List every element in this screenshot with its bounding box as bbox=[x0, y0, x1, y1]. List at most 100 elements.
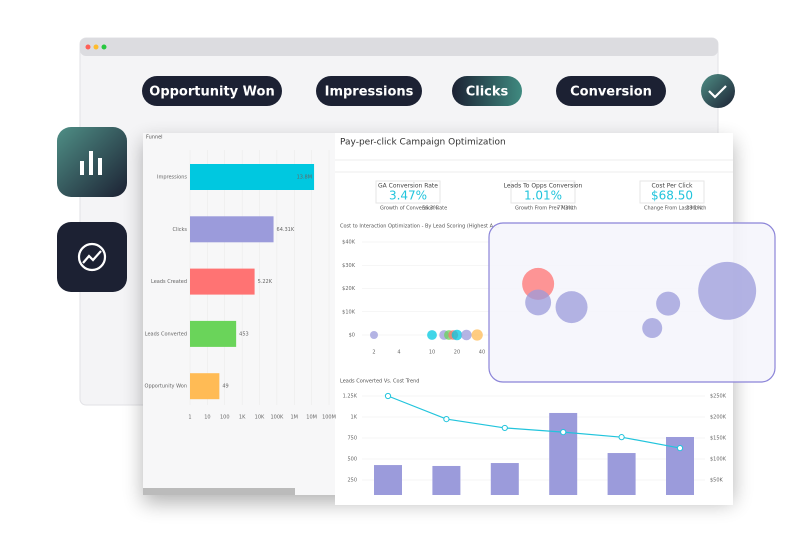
y-tick-label: 1.25K bbox=[343, 394, 358, 400]
bubble bbox=[642, 318, 663, 339]
funnel-bar bbox=[190, 216, 274, 243]
kpi-note: Growth From Prev Month bbox=[515, 206, 577, 212]
x-tick-label: 10 bbox=[204, 415, 210, 421]
bubble bbox=[698, 261, 757, 320]
category-label: Clicks bbox=[172, 227, 187, 233]
kpi-value: 1.01% bbox=[524, 189, 562, 203]
bubble bbox=[471, 329, 483, 341]
funnel-bar bbox=[190, 164, 315, 190]
value-label: 64.31K bbox=[277, 227, 295, 233]
pill-bg bbox=[142, 76, 282, 106]
y2-tick-label: $100K bbox=[710, 457, 727, 463]
y2-tick-label: $150K bbox=[710, 436, 727, 442]
bubble bbox=[522, 267, 555, 300]
y2-tick-label: $50K bbox=[710, 478, 724, 484]
tab-pill[interactable]: Impressions bbox=[316, 76, 422, 106]
kpi-note-value: 56.3% bbox=[422, 206, 438, 212]
bubble bbox=[461, 329, 472, 341]
kpi-card bbox=[375, 180, 441, 204]
x-tick-label: 1 bbox=[188, 415, 191, 421]
kpi-note: Growth of Conversion Rate bbox=[380, 206, 447, 212]
kpi-label: Cost Per Click bbox=[651, 183, 693, 190]
pill-bg bbox=[452, 76, 522, 106]
funnel-bar bbox=[190, 373, 220, 400]
x-tick-label: 100M bbox=[322, 415, 336, 421]
bubble bbox=[656, 291, 681, 316]
category-label: Impressions bbox=[157, 175, 187, 181]
kpi-value: 3.47% bbox=[389, 189, 427, 203]
y-tick-label: $30K bbox=[342, 263, 356, 269]
kpi-card bbox=[510, 180, 576, 204]
y-tick-label: 250 bbox=[347, 478, 357, 484]
chart-title: Cost to Interaction Optimization - By Le… bbox=[340, 224, 500, 230]
panel-bottom bbox=[335, 495, 733, 505]
bar bbox=[549, 412, 578, 501]
kpi-label: Leads To Opps Conversion bbox=[504, 183, 583, 190]
line-point bbox=[618, 434, 625, 441]
check-button[interactable] bbox=[701, 74, 735, 108]
line-point bbox=[384, 392, 392, 400]
bubble bbox=[369, 331, 378, 339]
chart-title: Leads Converted Vs. Cost Trend bbox=[340, 379, 419, 385]
value-label: 453 bbox=[239, 331, 249, 337]
y-tick-label: 1K bbox=[351, 415, 358, 421]
bubble bbox=[555, 291, 588, 324]
kpi-card bbox=[639, 180, 705, 204]
bubble bbox=[525, 289, 552, 316]
panel-title: Pay-per-click Campaign Optimization bbox=[340, 138, 506, 148]
trend-icon-tile[interactable] bbox=[57, 222, 127, 292]
tab-bar: Opportunity Won Impressions Clicks Conversi… bbox=[142, 76, 666, 106]
pill-bg bbox=[556, 76, 666, 106]
y-tick-label: $0 bbox=[349, 333, 355, 339]
tab-pill[interactable]: Conversion bbox=[556, 76, 666, 106]
chart-icon-tile[interactable] bbox=[57, 127, 127, 197]
y-tick-label: 750 bbox=[347, 436, 357, 442]
value-label: 49 bbox=[222, 384, 228, 390]
tab-pill[interactable]: Clicks bbox=[452, 76, 522, 106]
funnel-bar bbox=[190, 268, 255, 295]
x-tick-label: 100 bbox=[220, 415, 230, 421]
kpi-value: $68.50 bbox=[651, 189, 693, 203]
line bbox=[387, 395, 681, 449]
y-tick-label: 500 bbox=[347, 457, 357, 463]
y-tick-label: $20K bbox=[342, 286, 356, 292]
charts: Funnel 1 10 100 1K 10K 100K 1M 10M 100M Impression… bbox=[145, 135, 776, 505]
x-tick-label: 10M bbox=[306, 415, 317, 421]
line-point bbox=[443, 416, 450, 423]
kpi-note-value: 77.3% bbox=[557, 206, 573, 212]
line-point bbox=[560, 429, 567, 436]
line-point bbox=[501, 424, 508, 432]
kpi-note: Change From Last Month bbox=[644, 206, 706, 212]
pill-bg bbox=[316, 76, 422, 106]
category-label: Leads Created bbox=[151, 279, 187, 285]
x-tick-label: 100K bbox=[270, 415, 284, 421]
x-tick-label: 1K bbox=[239, 415, 246, 421]
tab-pill[interactable]: Opportunity Won bbox=[142, 76, 282, 106]
line-point bbox=[676, 444, 684, 452]
chart-title: Funnel bbox=[146, 135, 163, 141]
bar bbox=[490, 463, 519, 501]
pill-label: Conversion bbox=[570, 85, 652, 100]
category-label: Leads Converted bbox=[145, 331, 187, 337]
value-label: 13.8M bbox=[297, 175, 312, 181]
bar bbox=[607, 453, 636, 501]
y-tick-label: $40K bbox=[342, 240, 356, 246]
kpi-label: GA Conversion Rate bbox=[378, 183, 438, 190]
category-label: Opportunity Won bbox=[145, 384, 187, 390]
pill-label: Opportunity Won bbox=[149, 85, 274, 100]
funnel-bar bbox=[190, 320, 237, 347]
x-tick-label: 40 bbox=[479, 350, 485, 356]
x-tick-label: 2 bbox=[372, 350, 375, 356]
y2-tick-label: $250K bbox=[710, 394, 727, 400]
bubble bbox=[427, 330, 437, 340]
kpi-note-value: 38.1% bbox=[686, 206, 702, 212]
x-tick-label: 4 bbox=[397, 350, 400, 356]
bubble bbox=[451, 329, 463, 341]
zoom-card bbox=[488, 222, 776, 383]
x-tick-label: 10K bbox=[255, 415, 265, 421]
x-tick-label: 10 bbox=[429, 350, 435, 356]
pill-label: Impressions bbox=[325, 85, 414, 100]
